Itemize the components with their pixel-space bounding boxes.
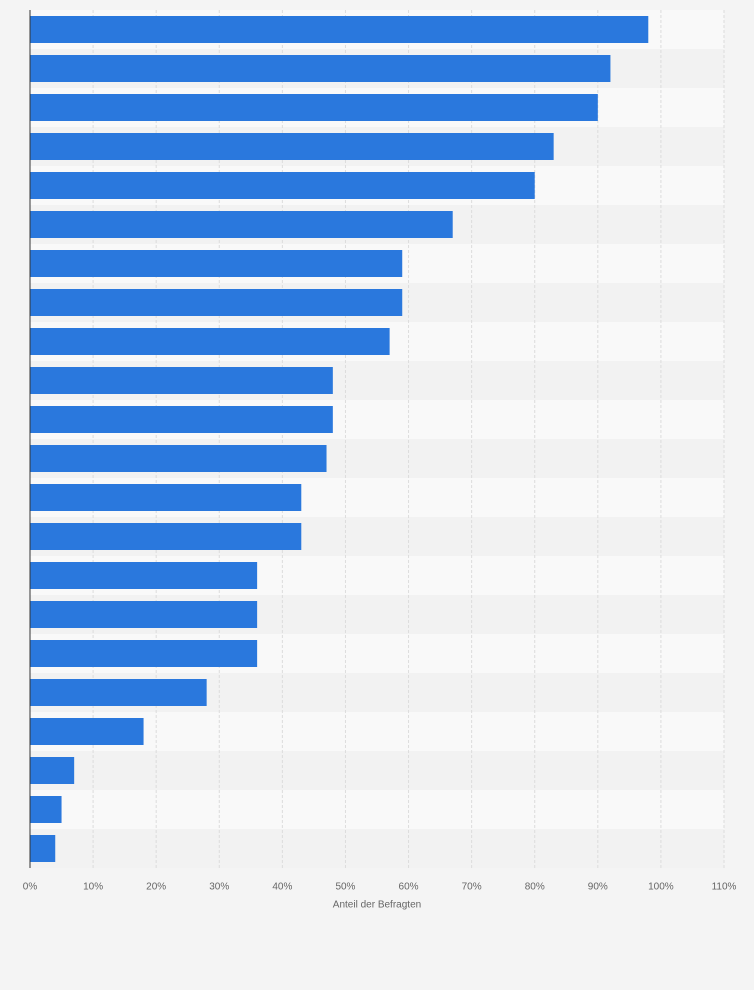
- x-tick-label: 70%: [462, 882, 482, 893]
- bar: [30, 835, 56, 862]
- row-band: [30, 712, 724, 751]
- row-band: [30, 790, 724, 829]
- bar: [30, 679, 207, 706]
- x-axis-label: Anteil der Befragten: [333, 900, 421, 911]
- x-tick-label: 90%: [588, 882, 608, 893]
- x-tick-label: 100%: [648, 882, 674, 893]
- row-band: [30, 829, 724, 868]
- bar: [30, 55, 611, 82]
- bar: [30, 172, 535, 199]
- bar: [30, 211, 453, 238]
- x-tick-label: 30%: [209, 882, 229, 893]
- bar: [30, 562, 258, 589]
- bar: [30, 445, 327, 472]
- bar: [30, 757, 75, 784]
- bar: [30, 328, 390, 355]
- bar: [30, 523, 302, 550]
- bar: [30, 601, 258, 628]
- x-tick-label: 110%: [712, 882, 737, 893]
- x-tick-label: 0%: [23, 882, 38, 893]
- row-band: [30, 751, 724, 790]
- bars: [30, 16, 649, 862]
- bar: [30, 640, 258, 667]
- x-tick-label: 80%: [525, 882, 545, 893]
- x-tick-label: 60%: [399, 882, 419, 893]
- bar: [30, 94, 598, 121]
- bar: [30, 289, 403, 316]
- bar: [30, 16, 649, 43]
- x-tick-label: 40%: [272, 882, 292, 893]
- bar: [30, 367, 333, 394]
- bar: [30, 796, 62, 823]
- x-tick-label: 50%: [335, 882, 355, 893]
- bar: [30, 250, 403, 277]
- bar: [30, 484, 302, 511]
- x-tick-label: 20%: [146, 882, 166, 893]
- bar: [30, 718, 144, 745]
- bar: [30, 406, 333, 433]
- x-tick-label: 10%: [83, 882, 103, 893]
- bar: [30, 133, 554, 160]
